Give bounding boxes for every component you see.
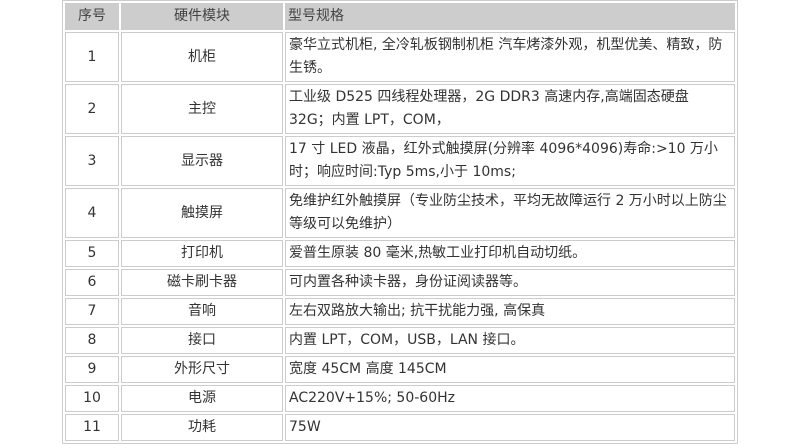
- cell-spec: 左右双路放大输出; 抗干扰能力强, 高保真: [285, 298, 735, 325]
- table-row: 3 显示器 17 寸 LED 液晶，红外式触摸屏(分辨率 4096*4096)寿…: [65, 136, 735, 186]
- cell-module: 主控: [121, 84, 283, 134]
- cell-index: 10: [65, 385, 119, 412]
- cell-spec: 爱普生原装 80 毫米,热敏工业打印机自动切纸。: [285, 240, 735, 267]
- hardware-spec-table: 序号 硬件模块 型号规格 1 机柜 豪华立式机柜, 全冷轧板钢制机柜 汽车烤漆外…: [62, 0, 738, 444]
- column-header-module: 硬件模块: [121, 3, 283, 30]
- cell-spec: 工业级 D525 四线程处理器，2G DDR3 高速内存,高端固态硬盘 32G；…: [285, 84, 735, 134]
- cell-spec: 内置 LPT，COM，USB，LAN 接口。: [285, 327, 735, 354]
- table-row: 8 接口 内置 LPT，COM，USB，LAN 接口。: [65, 327, 735, 354]
- cell-module: 显示器: [121, 136, 283, 186]
- table-row: 11 功耗 75W: [65, 414, 735, 441]
- table-row: 9 外形尺寸 宽度 45CM 高度 145CM: [65, 356, 735, 383]
- column-header-spec: 型号规格: [285, 3, 735, 30]
- cell-index: 5: [65, 240, 119, 267]
- table-row: 7 音响 左右双路放大输出; 抗干扰能力强, 高保真: [65, 298, 735, 325]
- cell-module: 磁卡刷卡器: [121, 269, 283, 296]
- cell-index: 6: [65, 269, 119, 296]
- cell-index: 8: [65, 327, 119, 354]
- page: 序号 硬件模块 型号规格 1 机柜 豪华立式机柜, 全冷轧板钢制机柜 汽车烤漆外…: [62, 0, 738, 444]
- cell-module: 电源: [121, 385, 283, 412]
- cell-spec: 75W: [285, 414, 735, 441]
- table-row: 4 触摸屏 免维护红外触摸屏（专业防尘技术，平均无故障运行 2 万小时以上防尘等…: [65, 188, 735, 238]
- table-row: 6 磁卡刷卡器 可内置各种读卡器，身份证阅读器等。: [65, 269, 735, 296]
- header-row: 序号 硬件模块 型号规格: [65, 3, 735, 30]
- cell-spec: AC220V+15%; 50-60Hz: [285, 385, 735, 412]
- table-row: 10 电源 AC220V+15%; 50-60Hz: [65, 385, 735, 412]
- cell-index: 1: [65, 32, 119, 82]
- cell-module: 外形尺寸: [121, 356, 283, 383]
- cell-index: 11: [65, 414, 119, 441]
- table-row: 1 机柜 豪华立式机柜, 全冷轧板钢制机柜 汽车烤漆外观，机型优美、精致，防生锈…: [65, 32, 735, 82]
- cell-spec: 可内置各种读卡器，身份证阅读器等。: [285, 269, 735, 296]
- cell-module: 接口: [121, 327, 283, 354]
- spec-table-body: 1 机柜 豪华立式机柜, 全冷轧板钢制机柜 汽车烤漆外观，机型优美、精致，防生锈…: [65, 32, 735, 441]
- cell-module: 机柜: [121, 32, 283, 82]
- cell-spec: 免维护红外触摸屏（专业防尘技术，平均无故障运行 2 万小时以上防尘等级可以免维护…: [285, 188, 735, 238]
- cell-spec: 宽度 45CM 高度 145CM: [285, 356, 735, 383]
- cell-spec: 豪华立式机柜, 全冷轧板钢制机柜 汽车烤漆外观，机型优美、精致，防生锈。: [285, 32, 735, 82]
- spec-table-head: 序号 硬件模块 型号规格: [65, 3, 735, 30]
- cell-spec: 17 寸 LED 液晶，红外式触摸屏(分辨率 4096*4096)寿命:>10 …: [285, 136, 735, 186]
- cell-index: 4: [65, 188, 119, 238]
- cell-index: 9: [65, 356, 119, 383]
- cell-module: 触摸屏: [121, 188, 283, 238]
- cell-index: 2: [65, 84, 119, 134]
- column-header-index: 序号: [65, 3, 119, 30]
- table-row: 2 主控 工业级 D525 四线程处理器，2G DDR3 高速内存,高端固态硬盘…: [65, 84, 735, 134]
- table-row: 5 打印机 爱普生原装 80 毫米,热敏工业打印机自动切纸。: [65, 240, 735, 267]
- cell-module: 音响: [121, 298, 283, 325]
- cell-module: 打印机: [121, 240, 283, 267]
- cell-index: 3: [65, 136, 119, 186]
- cell-module: 功耗: [121, 414, 283, 441]
- cell-index: 7: [65, 298, 119, 325]
